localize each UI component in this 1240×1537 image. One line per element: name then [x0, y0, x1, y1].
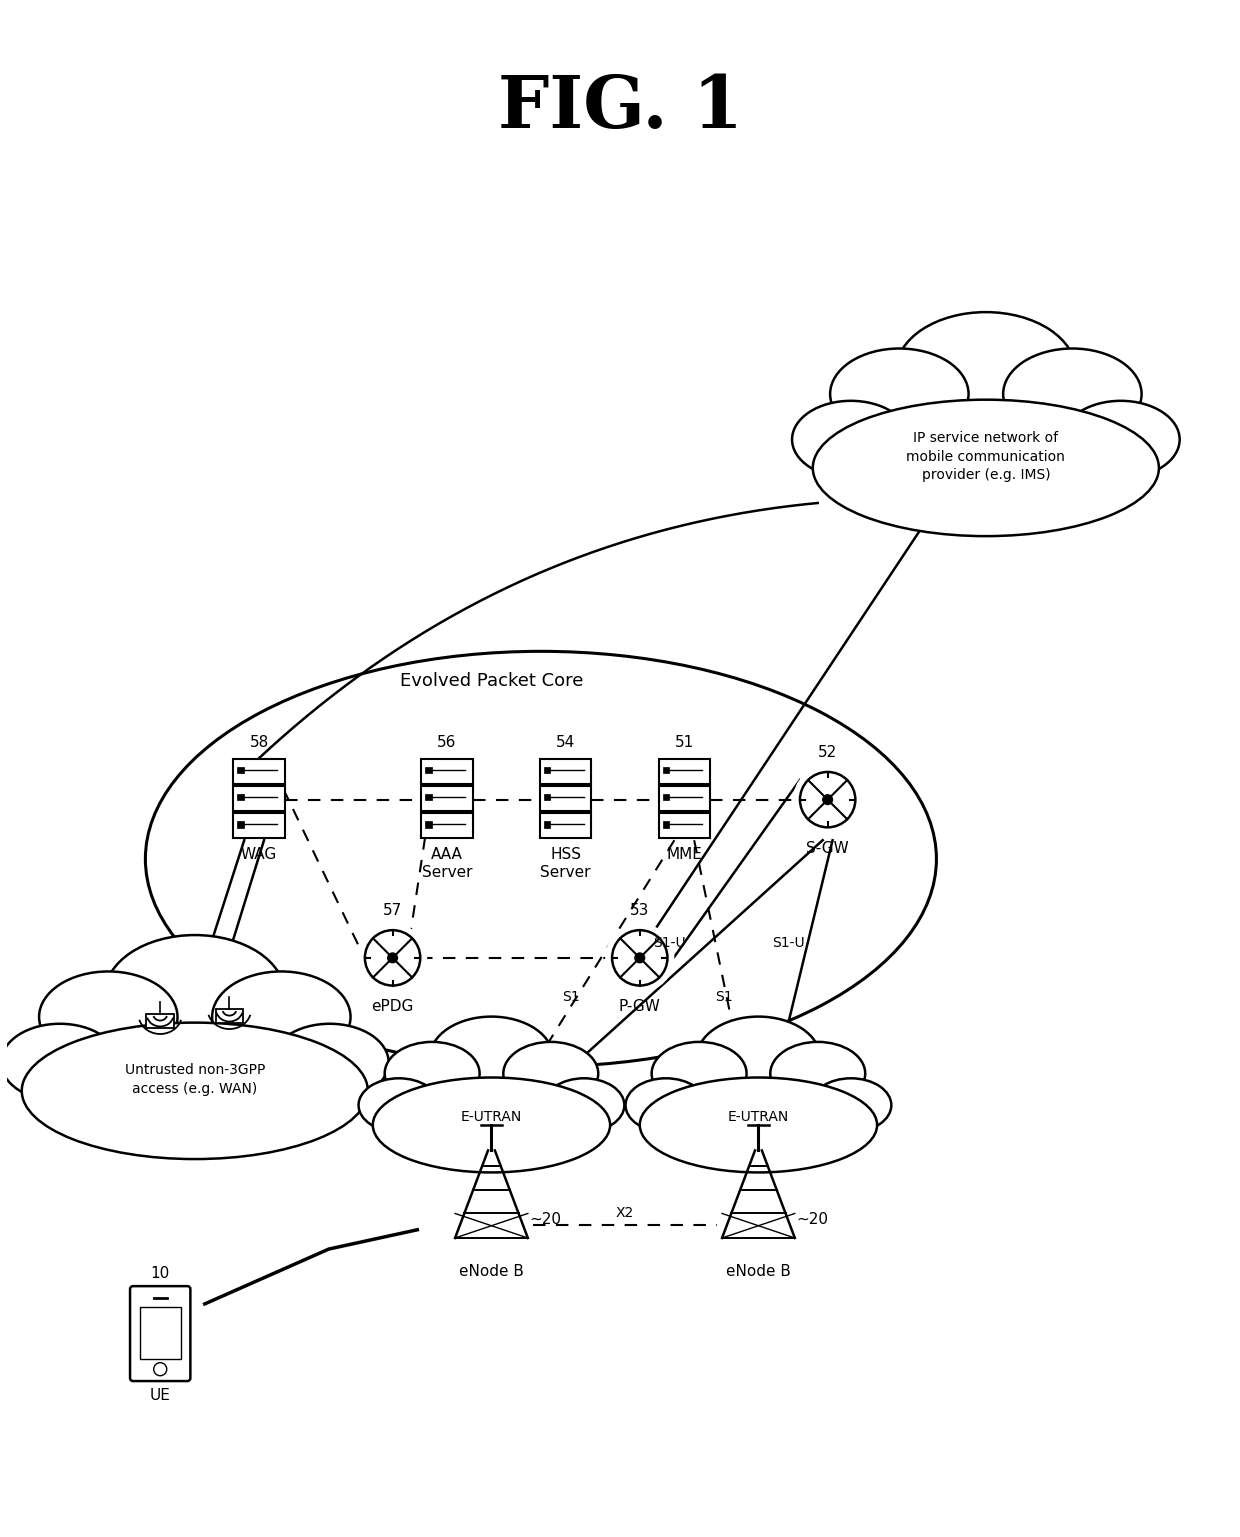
- Circle shape: [822, 795, 832, 805]
- Text: HSS
Server: HSS Server: [541, 847, 591, 879]
- Bar: [425, 795, 432, 801]
- Bar: [238, 821, 244, 827]
- Ellipse shape: [105, 934, 285, 1053]
- Text: 57: 57: [383, 904, 402, 918]
- Ellipse shape: [40, 988, 351, 1148]
- Text: UE: UE: [150, 1388, 171, 1403]
- Ellipse shape: [830, 349, 968, 440]
- Bar: [233, 759, 285, 784]
- Bar: [233, 785, 285, 812]
- Text: 54: 54: [556, 735, 575, 750]
- Ellipse shape: [543, 1079, 625, 1133]
- Bar: [658, 759, 711, 784]
- Text: S1-U: S1-U: [771, 936, 805, 950]
- Bar: [544, 821, 551, 827]
- Circle shape: [635, 953, 645, 962]
- Bar: [539, 759, 591, 784]
- Text: WAG: WAG: [241, 847, 278, 862]
- Bar: [658, 813, 711, 838]
- Ellipse shape: [373, 1077, 610, 1173]
- Text: Untrusted non-3GPP
access (e.g. WAN): Untrusted non-3GPP access (e.g. WAN): [125, 1064, 265, 1096]
- Ellipse shape: [384, 1054, 598, 1165]
- Bar: [146, 1014, 174, 1028]
- FancyBboxPatch shape: [130, 1286, 191, 1382]
- Circle shape: [605, 924, 675, 993]
- Text: FIG. 1: FIG. 1: [497, 72, 743, 143]
- Ellipse shape: [22, 1022, 368, 1159]
- Bar: [539, 785, 591, 812]
- Ellipse shape: [652, 1042, 746, 1105]
- Bar: [539, 813, 591, 838]
- Text: MME: MME: [666, 847, 702, 862]
- Text: X2: X2: [616, 1207, 634, 1220]
- Ellipse shape: [811, 1079, 892, 1133]
- Text: 58: 58: [249, 735, 269, 750]
- Ellipse shape: [792, 401, 910, 478]
- Text: S-GW: S-GW: [806, 841, 849, 856]
- Text: E-UTRAN: E-UTRAN: [728, 1110, 789, 1124]
- Text: S1: S1: [715, 990, 733, 1004]
- Circle shape: [800, 772, 856, 827]
- Ellipse shape: [430, 1016, 553, 1099]
- Bar: [425, 821, 432, 827]
- Text: ~20: ~20: [529, 1213, 560, 1228]
- Text: ePDG: ePDG: [372, 999, 414, 1014]
- Bar: [422, 813, 472, 838]
- Bar: [422, 759, 472, 784]
- Bar: [238, 795, 244, 801]
- Ellipse shape: [384, 1042, 480, 1105]
- Text: 10: 10: [150, 1266, 170, 1282]
- Text: 53: 53: [630, 904, 650, 918]
- Circle shape: [358, 924, 428, 993]
- Bar: [233, 813, 285, 838]
- Text: ~20: ~20: [796, 1213, 828, 1228]
- Ellipse shape: [652, 1054, 866, 1165]
- Text: AAA
Server: AAA Server: [422, 847, 472, 879]
- Circle shape: [365, 930, 420, 985]
- Text: E-UTRAN: E-UTRAN: [461, 1110, 522, 1124]
- Bar: [662, 767, 668, 773]
- Bar: [658, 785, 711, 812]
- Bar: [140, 1306, 181, 1359]
- Ellipse shape: [640, 1077, 877, 1173]
- Text: 52: 52: [818, 745, 837, 761]
- Ellipse shape: [625, 1079, 707, 1133]
- Bar: [238, 767, 244, 773]
- Text: 51: 51: [675, 735, 694, 750]
- Ellipse shape: [272, 1024, 388, 1100]
- Bar: [216, 1010, 243, 1024]
- Ellipse shape: [1, 1024, 119, 1100]
- Bar: [662, 795, 668, 801]
- Text: eNode B: eNode B: [725, 1265, 791, 1279]
- Text: P-GW: P-GW: [619, 999, 661, 1014]
- Circle shape: [388, 953, 398, 962]
- Ellipse shape: [503, 1042, 598, 1105]
- Circle shape: [613, 930, 667, 985]
- Ellipse shape: [212, 971, 351, 1062]
- Text: Evolved Packet Core: Evolved Packet Core: [399, 672, 583, 690]
- Ellipse shape: [830, 366, 1142, 524]
- Circle shape: [794, 765, 862, 835]
- Bar: [662, 821, 668, 827]
- Ellipse shape: [1061, 401, 1179, 478]
- Text: eNode B: eNode B: [459, 1265, 523, 1279]
- Text: S1: S1: [562, 990, 579, 1004]
- Bar: [544, 767, 551, 773]
- Ellipse shape: [697, 1016, 820, 1099]
- Ellipse shape: [1003, 349, 1142, 440]
- Bar: [422, 785, 472, 812]
- Text: 56: 56: [438, 735, 456, 750]
- Bar: [544, 795, 551, 801]
- Ellipse shape: [895, 312, 1076, 430]
- Ellipse shape: [40, 971, 177, 1062]
- Ellipse shape: [358, 1079, 439, 1133]
- Ellipse shape: [770, 1042, 866, 1105]
- Text: IP service network of
mobile communication
provider (e.g. IMS): IP service network of mobile communicati…: [906, 432, 1065, 483]
- Ellipse shape: [812, 400, 1159, 536]
- Text: S1-U: S1-U: [653, 936, 686, 950]
- Bar: [425, 767, 432, 773]
